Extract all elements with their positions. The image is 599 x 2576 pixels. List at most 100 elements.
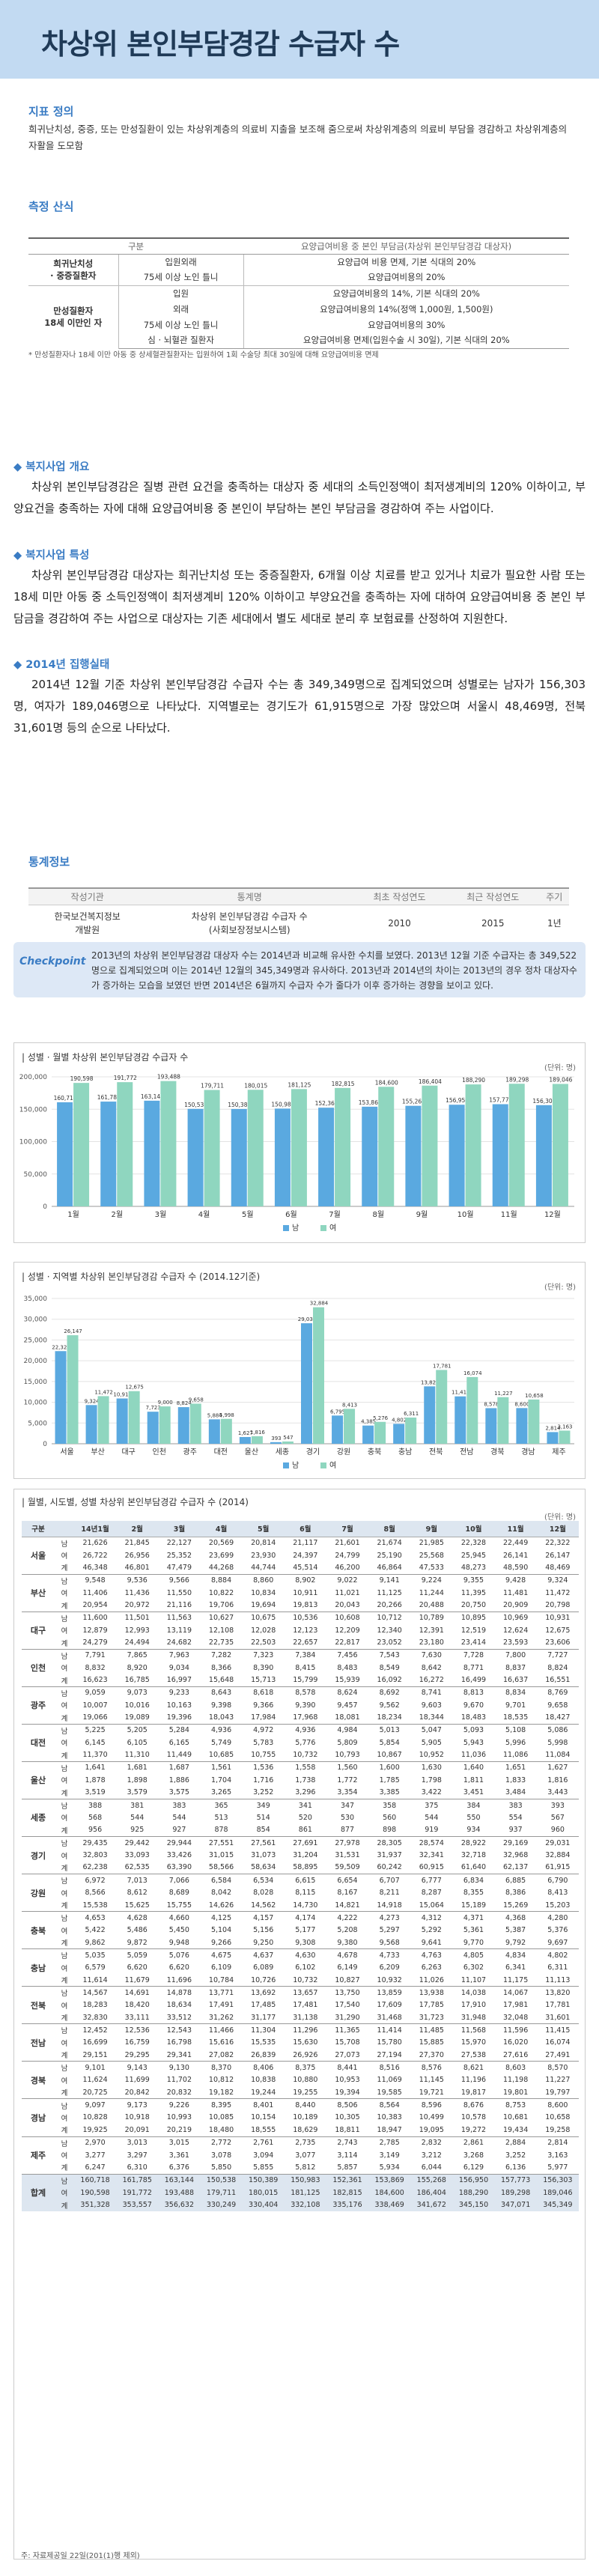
table-cell: 32,718	[460, 1851, 487, 1860]
chart-regional-title: | 성별 · 지역별 차상위 본인부담경감 수급자 수 (2014.12기준)	[22, 1272, 261, 1282]
table-cell: 26,141	[503, 1551, 529, 1560]
table-cell: 8,624	[326, 1686, 369, 1699]
table-cell: 계	[61, 2164, 68, 2173]
table-cell: 27,538	[460, 2050, 487, 2059]
table-cell: 13,771	[200, 1986, 243, 1999]
method-rate: 요양급여비용의 14%(정액 1,000원, 1,500원)	[320, 303, 493, 315]
table-cell: 4,222	[326, 1911, 369, 1925]
stats-first-year: 2010	[353, 905, 446, 943]
table-cell: 8,413	[547, 1889, 568, 1898]
table-cell: 19,066	[82, 1713, 108, 1722]
data-label: 9,000	[158, 1400, 173, 1406]
data-label: 190,598	[70, 1075, 94, 1082]
table-cell: 16,785	[124, 1676, 150, 1685]
legend-label: 남	[292, 1461, 299, 1470]
table-cell: 9,948	[168, 1938, 189, 1947]
table-cell: 18,283	[82, 2001, 108, 2010]
table-cell: 7,013	[116, 1874, 159, 1887]
table-cell: 10,163	[166, 1701, 192, 1710]
table-cell: 6,311	[547, 1963, 568, 1972]
table-row: 계 20,954 20,972 21,116 19,706 19,694 19,813 20,…	[22, 1599, 579, 1611]
data-label: 5,884	[207, 1412, 223, 1418]
data-label: 547	[283, 1435, 293, 1441]
table-cell: 11,026	[419, 1975, 444, 1984]
bar-female	[282, 1441, 294, 1444]
table-row: 경기 남 29,435 29,442 29,944 27,551 27,561 27,691 2…	[22, 1835, 579, 1874]
table-cell: 5,225	[74, 1723, 117, 1737]
table-cell: 10,658	[545, 2113, 571, 2122]
table-cell: 11,436	[124, 1588, 150, 1597]
table-cell: 여	[61, 1927, 68, 1936]
table-cell: 5,177	[295, 1926, 316, 1935]
table-row: 서울 남 21,626 21,845 22,127 20,569 20,814 21,117 2…	[22, 1536, 579, 1575]
table-cell: 1,878	[85, 1775, 106, 1784]
table-cell: 여	[61, 2039, 68, 2048]
table-cell: 11,449	[166, 1751, 192, 1760]
table-cell: 여	[61, 1740, 68, 1749]
table-cell: 10,931	[536, 1611, 579, 1624]
table-cell: 18,555	[251, 2125, 276, 2134]
table-cell: 161,785	[116, 2173, 159, 2187]
table-cell: 6,129	[463, 2163, 484, 2172]
table-cell: 9,701	[505, 1701, 526, 1710]
table-header: 9월	[410, 1521, 453, 1537]
table-cell: 11,304	[242, 2023, 285, 2037]
target-heading: ◆ 복지사업 특성	[13, 550, 90, 562]
table-cell: 2,743	[326, 2136, 369, 2149]
data-label: 184,600	[375, 1079, 398, 1086]
table-cell: 6,341	[505, 1963, 526, 1972]
data-label: 29,033	[298, 1316, 317, 1322]
table-cell: 3,519	[85, 1788, 106, 1797]
table-cell: 6,102	[295, 1963, 316, 1972]
table-cell: 12,675	[545, 1626, 571, 1635]
table-cell: 27,370	[419, 2050, 444, 2059]
table-cell: 8,506	[326, 2098, 369, 2112]
table-row: 여 6,145 6,105 6,165 5,749 5,783 5,776 5,809 5,85…	[22, 1737, 579, 1749]
table-cell: 12,519	[460, 1626, 487, 1635]
table-cell: 25,190	[377, 1551, 402, 1560]
data-label: 150,389	[228, 1102, 251, 1108]
region-label: 강원	[22, 1874, 55, 1912]
table-cell: 29,031	[536, 1836, 579, 1850]
x-tick-label: 경북	[490, 1447, 504, 1456]
data-label: 189,298	[505, 1076, 529, 1083]
table-cell: 18,634	[166, 2001, 192, 2010]
table-cell: 12,108	[208, 1626, 234, 1635]
table-cell: 1,816	[547, 1775, 568, 1784]
data-label: 6,795	[330, 1409, 345, 1415]
table-cell: 11,614	[82, 1975, 108, 1984]
table-cell: 46,348	[82, 1563, 108, 1572]
table-row: 세종 남 388 381 383 365 349 341 347 358 375 384 383 393	[22, 1798, 579, 1837]
table-cell: 15,939	[335, 1676, 360, 1685]
x-tick-label: 7월	[329, 1210, 341, 1219]
table-cell: 6,834	[452, 1874, 495, 1887]
y-tick-label: 150,000	[19, 1106, 47, 1114]
chart-regional-unit: (단위: 명)	[544, 1284, 576, 1292]
table-cell: 347	[326, 1798, 369, 1812]
table-row: 계 11,370 11,310 11,449 10,685 10,755 10,732 10,…	[22, 1749, 579, 1762]
table-cell: 11,084	[545, 1751, 571, 1760]
table-cell: 10,822	[208, 1588, 234, 1597]
region-label: 광주	[22, 1686, 55, 1725]
table-cell: 19,089	[124, 1713, 150, 1722]
table-cell: 8,642	[421, 1663, 442, 1672]
table-cell: 5,998	[547, 1738, 568, 1747]
table-cell: 20,725	[82, 2088, 108, 2097]
bar-male	[116, 1398, 128, 1444]
table-cell: 8,612	[127, 1889, 148, 1898]
table-cell: 22,657	[293, 1638, 318, 1647]
table-cell: 8,769	[536, 1686, 579, 1699]
table-cell: 4,675	[200, 1948, 243, 1962]
table-row: 여 3,277 3,297 3,361 3,078 3,094 3,077 3,114 3,14…	[22, 2149, 579, 2162]
bar-female	[465, 1084, 481, 1206]
table-row: 전남 남 12,452 12,536 12,543 11,466 11,304 11,296 1…	[22, 2023, 579, 2062]
table-cell: 13,657	[284, 1986, 326, 1999]
table-header: 8월	[368, 1521, 411, 1537]
table-cell: 5,809	[337, 1738, 358, 1747]
bar-female	[528, 1399, 540, 1444]
table-cell: 31,204	[293, 1851, 318, 1860]
table-cell: 9,034	[168, 1663, 189, 1672]
table-row: 여 18,283 18,420 18,634 17,491 17,485 17,481 17,…	[22, 1999, 579, 2011]
table-cell: 11,395	[460, 1588, 487, 1597]
bar-male	[454, 1396, 466, 1444]
